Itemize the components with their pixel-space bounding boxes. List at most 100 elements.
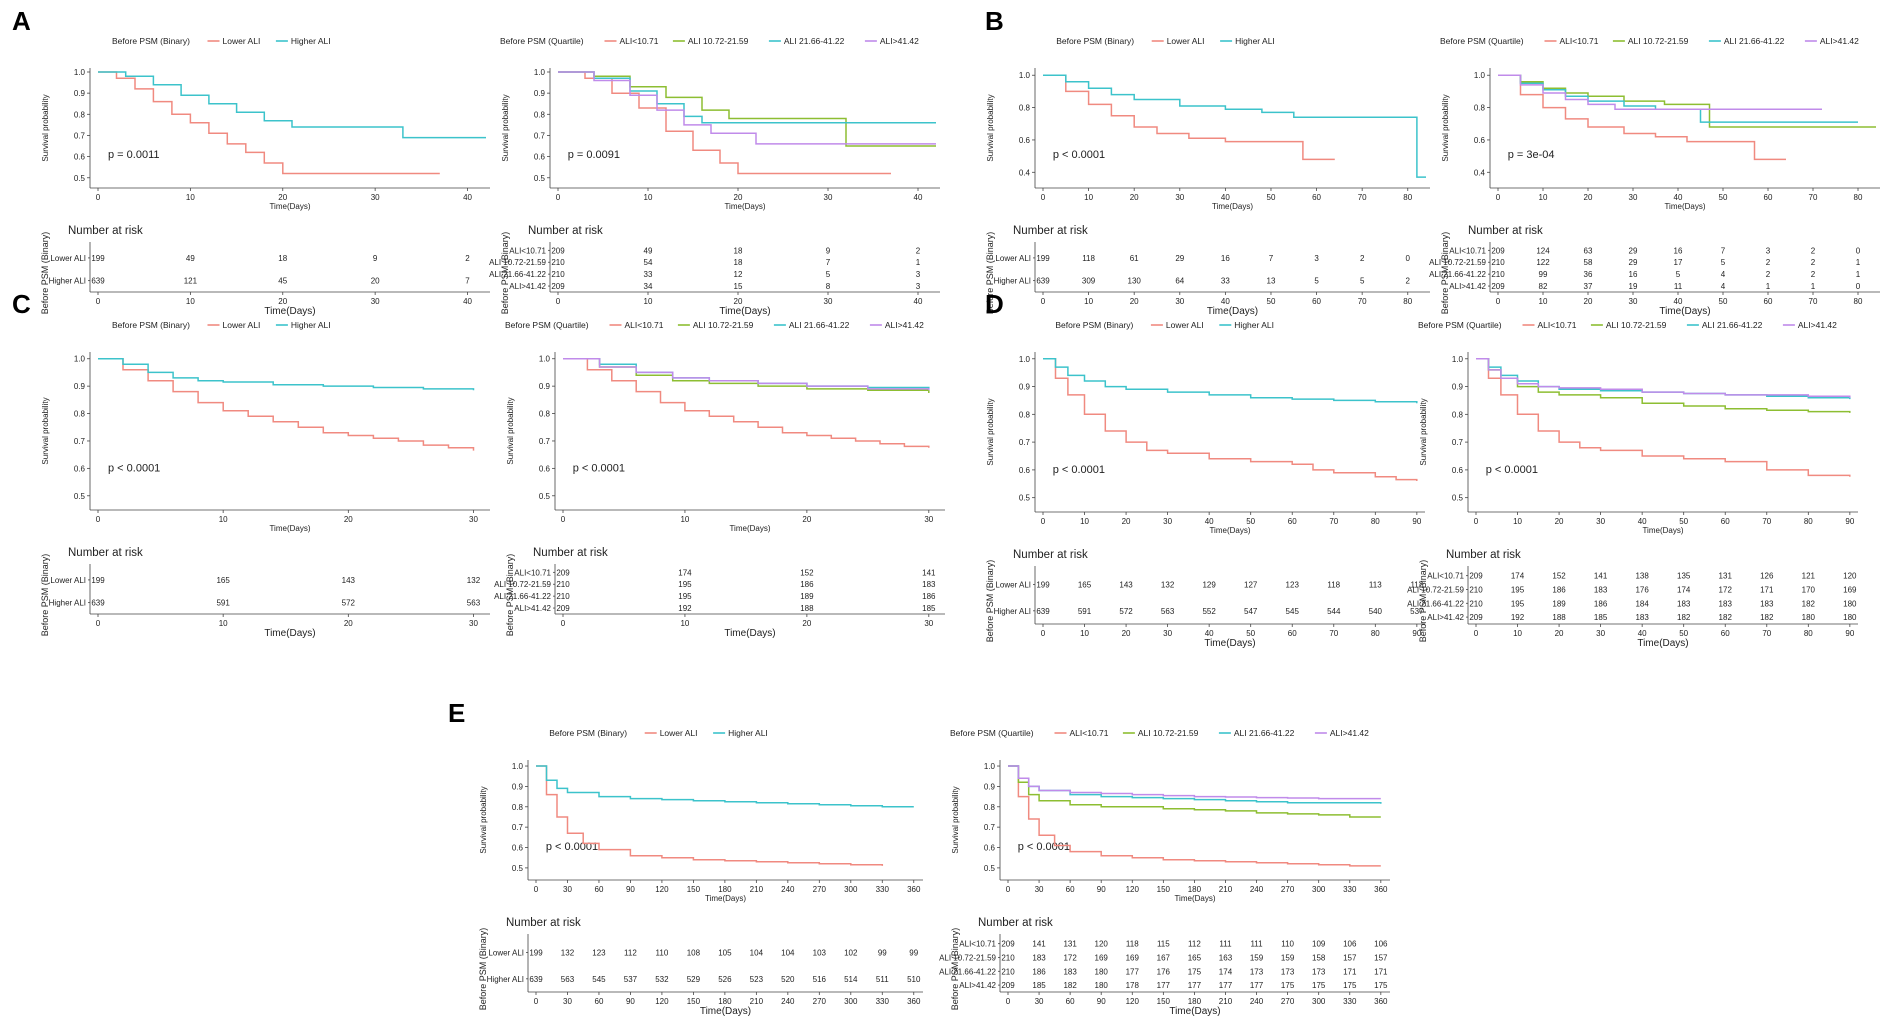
x-tick-label: 0	[556, 193, 561, 202]
x-tick-label: 0	[1474, 517, 1479, 526]
legend-title: Before PSM (Binary)	[112, 320, 190, 330]
x-axis-label: Time(Days)	[1642, 526, 1683, 535]
risk-row-label: Lower ALI	[488, 948, 524, 957]
risk-value: 2	[1811, 246, 1816, 255]
y-tick-label: 0.9	[74, 382, 86, 391]
risk-value: 209	[551, 282, 565, 291]
risk-value: 7	[1269, 254, 1274, 263]
x-tick-label: 180	[718, 885, 732, 894]
risk-value: 2	[1811, 258, 1816, 267]
y-tick-label: 0.6	[534, 153, 546, 162]
risk-value: 182	[1677, 613, 1691, 622]
risk-value: 29	[1175, 254, 1184, 263]
survival-curve-ali-10-71	[563, 357, 930, 448]
x-tick-label: 20	[1122, 517, 1131, 526]
x-tick-label: 90	[1412, 517, 1421, 526]
x-tick-label: 70	[1762, 517, 1771, 526]
legend-title: Before PSM (Quartile)	[500, 36, 584, 46]
risk-value: 130	[1128, 277, 1142, 286]
x-tick-label: 80	[1403, 193, 1412, 202]
risk-value: 591	[216, 599, 230, 608]
legend-title: Before PSM (Binary)	[112, 36, 190, 46]
risk-value: 111	[1250, 940, 1263, 949]
risk-value: 49	[186, 254, 195, 263]
x-tick-label: 300	[844, 885, 858, 894]
risk-value: 121	[184, 277, 198, 286]
x-tick-label: 30	[824, 193, 833, 202]
x-tick-label: 40	[1638, 517, 1647, 526]
risk-value: 172	[1719, 585, 1733, 594]
risk-value: 37	[1584, 282, 1593, 291]
risk-x-tick-label: 300	[844, 997, 858, 1006]
risk-value: 127	[1244, 580, 1258, 589]
x-tick-label: 10	[680, 515, 689, 524]
survival-curve-lower-ali	[98, 71, 440, 175]
survival-curve-ali-41-42	[563, 357, 930, 391]
y-tick-label: 0.6	[1019, 466, 1031, 475]
legend-label: ALI>41.42	[880, 36, 919, 46]
x-tick-label: 70	[1809, 193, 1818, 202]
x-tick-label: 30	[1175, 193, 1184, 202]
legend-label: ALI<10.71	[1538, 320, 1577, 330]
risk-value: 163	[1219, 953, 1233, 962]
risk-value: 186	[922, 592, 936, 601]
x-tick-label: 20	[278, 193, 287, 202]
risk-value: 177	[1157, 981, 1171, 990]
risk-title: Number at risk	[1013, 549, 1088, 561]
x-tick-label: 60	[595, 885, 604, 894]
risk-y-axis-label: Before PSM (Binary)	[500, 232, 510, 315]
risk-value: 183	[1063, 967, 1077, 976]
x-tick-label: 0	[96, 193, 101, 202]
risk-value: 195	[1511, 599, 1525, 608]
risk-x-axis-label: Time(Days)	[264, 628, 315, 639]
x-tick-label: 150	[687, 885, 701, 894]
risk-value: 0	[1856, 246, 1861, 255]
risk-value: 183	[1677, 599, 1691, 608]
risk-x-axis-label: Time(Days)	[1207, 306, 1258, 317]
x-tick-label: 30	[1035, 885, 1044, 894]
risk-title: Number at risk	[506, 917, 581, 929]
x-axis-label: Time(Days)	[1664, 202, 1705, 211]
y-tick-label: 0.7	[74, 437, 86, 446]
x-tick-label: 270	[1281, 885, 1295, 894]
risk-title: Number at risk	[68, 225, 143, 237]
x-axis-label: Time(Days)	[269, 202, 310, 211]
y-tick-label: 0.6	[512, 844, 524, 853]
risk-value: 516	[813, 975, 827, 984]
survival-curve-ali-10-72-21-59	[558, 71, 936, 147]
risk-value: 118	[1126, 940, 1139, 949]
legend-title: Before PSM (Binary)	[1056, 36, 1134, 46]
risk-value: 141	[922, 568, 936, 577]
risk-x-tick-label: 90	[1412, 629, 1421, 638]
risk-x-tick-label: 70	[1329, 629, 1338, 638]
y-tick-label: 1.0	[534, 68, 546, 77]
risk-value: 177	[1188, 981, 1202, 990]
risk-value: 111	[1219, 940, 1232, 949]
y-tick-label: 0.9	[984, 782, 996, 791]
risk-x-tick-label: 20	[1122, 629, 1131, 638]
y-tick-label: 0.5	[1019, 494, 1031, 503]
legend-label: ALI>41.42	[1820, 36, 1859, 46]
y-tick-label: 1.0	[539, 355, 551, 364]
risk-x-tick-label: 60	[1288, 629, 1297, 638]
risk-y-axis-label: Before PSM (Binary)	[40, 554, 50, 637]
risk-value: 118	[1082, 254, 1095, 263]
risk-x-tick-label: 10	[219, 619, 228, 628]
panel-letter: B	[985, 6, 1004, 36]
risk-value: 180	[1802, 613, 1816, 622]
survival-curve-ali-21-66-41-22	[558, 71, 936, 124]
x-tick-label: 10	[1080, 517, 1089, 526]
risk-row-label: ALI 21.66-41.22	[489, 270, 546, 279]
x-tick-label: 50	[1719, 193, 1728, 202]
risk-y-axis-label: Before PSM (Binary)	[505, 554, 515, 637]
risk-y-axis-label: Before PSM (Binary)	[985, 560, 995, 643]
survival-curve-higher-ali	[98, 71, 486, 139]
legend-title: Before PSM (Quartile)	[505, 320, 589, 330]
risk-value: 123	[592, 948, 606, 957]
y-tick-label: 0.6	[1474, 136, 1486, 145]
legend-label: ALI 21.66-41.22	[1724, 36, 1785, 46]
risk-x-tick-label: 360	[1374, 997, 1388, 1006]
risk-value: 199	[529, 948, 543, 957]
risk-x-tick-label: 10	[186, 297, 195, 306]
